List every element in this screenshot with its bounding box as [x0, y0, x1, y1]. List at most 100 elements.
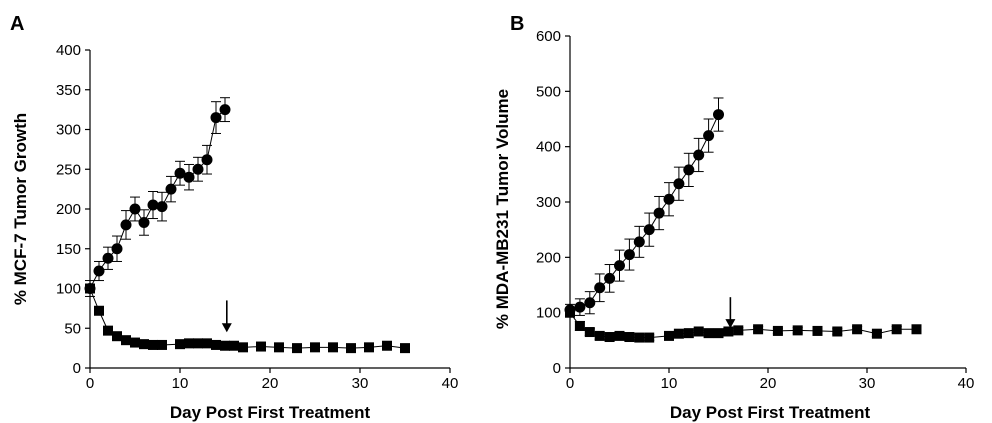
panel-b-y-axis-title: % MDA-MB231 Tumor Volume [493, 89, 512, 329]
panel-a-arrow-head [221, 323, 232, 333]
panel-b-series-squares-point [673, 328, 684, 339]
panel-b-series-squares-point [753, 324, 764, 335]
panel-a-series-squares-point [103, 325, 113, 336]
panel-a-series-squares-point [382, 340, 392, 351]
panel-a-series-circles-point [210, 112, 222, 124]
panel-a-series-squares-point [256, 341, 266, 352]
panel-a-series-circles-point [129, 203, 141, 215]
panel-b-series-squares-point [683, 328, 694, 339]
panel-b-series-squares-point [634, 332, 645, 343]
panel-b-series-circles-point [623, 249, 635, 261]
panel-a-series-circles-point [165, 183, 177, 195]
panel-a-series-squares-point [346, 343, 356, 354]
panel-b-series-circles-point [683, 164, 695, 176]
panel-b-chart: B Day Post First Treatment % MDA-MB231 T… [493, 13, 974, 422]
panel-b-x-tick-label: 10 [661, 375, 678, 392]
panel-a-y-tick-label: 300 [56, 122, 81, 139]
panel-b-series-squares-point [594, 330, 605, 341]
panel-a-series-squares-point [328, 342, 338, 353]
panel-a-series-squares-point [220, 340, 230, 351]
panel-b-series-squares-point [723, 326, 734, 337]
panel-a-series-squares-point [94, 305, 104, 316]
panel-b-series-squares-point [703, 328, 714, 339]
panel-a-series-circles-point [201, 154, 213, 166]
panel-b-series-circles-point [614, 260, 625, 272]
panel-b-series-squares-point [624, 332, 635, 343]
panel-a-series-squares-point [211, 339, 221, 350]
panel-b-series-squares-point [911, 324, 922, 335]
panel-a-series-squares-point [184, 338, 194, 349]
panel-b-series-squares-point [693, 326, 704, 337]
panel-a-series-squares-point [229, 340, 239, 351]
panel-b-series-squares-point [772, 325, 783, 336]
panel-a-x-tick-label: 20 [262, 375, 279, 392]
panel-a-series-squares-point [400, 343, 410, 354]
panel-a-series-squares-point [274, 342, 284, 353]
panel-b-series-squares-point [664, 330, 674, 341]
panel-a-x-tick-label: 40 [442, 375, 459, 392]
panel-a-series-squares-point [112, 331, 122, 342]
panel-b-arrow-head [725, 319, 736, 329]
panel-b-series-circles-point [653, 207, 665, 219]
panel-b-x-axis-title: Day Post First Treatment [670, 403, 871, 422]
panel-a-series-circles-point [111, 243, 123, 255]
panel-a-x-tick-label: 30 [352, 375, 369, 392]
panel-a-series-squares-point [310, 342, 320, 353]
panel-a-series-circles-point [219, 104, 231, 116]
panel-b-series-squares-point [713, 328, 724, 339]
panel-b-y-tick-label: 400 [536, 139, 561, 156]
panel-b-y-tick-label: 200 [536, 249, 561, 266]
panel-a-chart: A Day Post First Treatment % MCF-7 Tumor… [10, 13, 458, 422]
panel-a-y-tick-label: 250 [56, 161, 81, 178]
panel-b-series-circles-point [713, 109, 724, 121]
panel-a-series-circles-point [183, 171, 195, 183]
panel-b-series-circles-point [673, 178, 685, 190]
panel-a-series-squares-point [292, 343, 302, 354]
panel-a-y-tick-label: 400 [56, 42, 81, 59]
panel-a-series-circles-point [102, 252, 114, 264]
panel-a-series-circles-point [192, 163, 204, 175]
panel-b-series-squares-point [614, 330, 625, 341]
panel-a-y-tick-label: 100 [56, 281, 81, 298]
panel-b-y-tick-label: 600 [536, 28, 561, 45]
panel-a-series-squares-point [139, 339, 149, 350]
panel-b-series-circles-point [693, 149, 705, 161]
panel-b-y-tick-label: 300 [536, 194, 561, 211]
panel-b-series-squares-point [574, 320, 585, 331]
panel-b-series-circles-point [584, 297, 596, 309]
panel-a-y-tick-label: 0 [73, 360, 81, 377]
panel-a-series-squares-point [121, 335, 131, 346]
panel-b-x-tick-label: 20 [760, 375, 777, 392]
panel-b-y-tick-label: 0 [553, 360, 561, 377]
panel-a-y-tick-label: 150 [56, 241, 81, 258]
panel-b-series-circles-point [574, 301, 586, 313]
panel-b-series-squares-point [644, 332, 655, 343]
panel-b-series-circles-point [663, 193, 675, 205]
panel-b-series-squares-point [891, 324, 902, 335]
panel-b-x-tick-label: 30 [859, 375, 876, 392]
panel-b-series-squares-point [792, 325, 803, 336]
panel-b-series-squares-point [871, 328, 882, 339]
panel-b-series-squares-point [832, 326, 843, 337]
panel-a-series-squares-point [193, 338, 203, 349]
panel-b-y-tick-label: 100 [536, 305, 561, 322]
panel-b-x-tick-label: 0 [566, 375, 574, 392]
panel-a-series-circles-point [174, 167, 186, 179]
panel-b-series-circles-point [594, 282, 606, 294]
panel-b-series-squares-point [812, 325, 823, 336]
panel-b-series-circles-line [569, 114, 719, 311]
panel-b-series-circles-point [703, 130, 715, 142]
panel-a-x-tick-label: 10 [172, 375, 189, 392]
panel-a-series-squares-point [148, 339, 158, 350]
panel-b-y-tick-label: 500 [536, 83, 561, 100]
panel-a-series-squares-point [238, 342, 248, 353]
panel-a-y-tick-label: 50 [64, 320, 81, 337]
panel-b-series-squares-point [733, 325, 744, 336]
panel-b-letter: B [510, 13, 524, 35]
panel-b-series-squares-point [852, 324, 863, 335]
panel-b-x-tick-label: 40 [958, 375, 975, 392]
panel-a-series-squares-point [175, 339, 185, 350]
panel-a-x-axis-title: Day Post First Treatment [170, 403, 371, 422]
panel-a-series-squares-point [157, 339, 167, 350]
